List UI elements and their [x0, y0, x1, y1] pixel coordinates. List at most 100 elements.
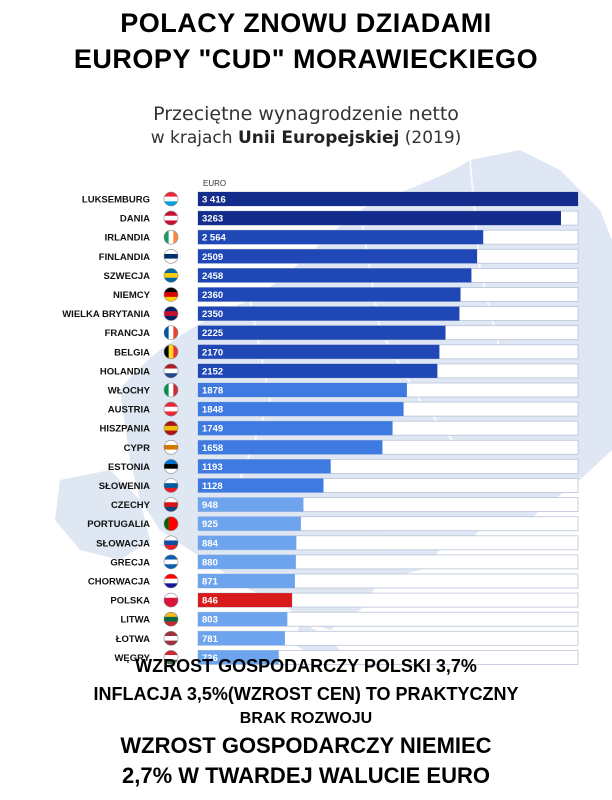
value-label: 2 564	[202, 233, 226, 244]
chart-row: CYPR 1658	[124, 439, 579, 455]
category-label: LITWA	[120, 615, 150, 626]
bar	[198, 650, 279, 665]
chart-row: PORTUGALIA 925	[87, 516, 579, 532]
flag-cyprus-icon	[163, 439, 179, 455]
flag-portugal-icon	[163, 516, 179, 532]
bar	[198, 497, 304, 512]
bar	[198, 249, 478, 264]
value-label: 781	[202, 634, 219, 645]
bar	[198, 612, 288, 627]
bar	[198, 192, 578, 206]
category-label: ŁOTWA	[116, 634, 150, 645]
bar	[198, 631, 285, 646]
chart-row: ŁOTWA 781	[116, 630, 579, 646]
flag-croatia-icon	[163, 573, 179, 589]
bar	[198, 459, 331, 474]
bar	[198, 268, 472, 283]
chart-row: SZWECJA 2458	[104, 267, 579, 283]
chart-row: WIELKA BRYTANIA 2350	[62, 306, 579, 322]
category-label: DANIA	[120, 214, 150, 225]
category-label: LUKSEMBURG	[82, 195, 150, 206]
chart-row: ESTONIA 1193	[108, 458, 579, 474]
category-label: POLSKA	[110, 596, 150, 607]
category-label: SŁOWENIA	[99, 481, 150, 492]
bar	[198, 363, 438, 378]
axis-unit-label: EURO	[203, 179, 226, 188]
bar	[198, 287, 461, 302]
category-label: SŁOWACJA	[96, 538, 150, 549]
bar	[198, 478, 324, 493]
flag-slovenia-icon	[163, 478, 179, 493]
chart-row: SŁOWENIA 1128	[99, 478, 579, 493]
bar	[198, 593, 293, 608]
flag-denmark-icon	[163, 210, 179, 226]
chart-row: IRLANDIA 2 564	[105, 229, 579, 245]
category-label: FINLANDIA	[99, 252, 150, 263]
chart-row: CHORWACJA 871	[88, 573, 579, 589]
value-label: 2170	[202, 347, 223, 358]
value-label: 726	[202, 653, 218, 664]
flag-uk-icon	[163, 306, 179, 321]
bar	[198, 516, 301, 531]
value-label: 3263	[202, 214, 223, 225]
value-label: 803	[202, 615, 218, 626]
bar	[198, 230, 484, 245]
flag-poland-icon	[163, 592, 179, 608]
category-label: AUSTRIA	[108, 405, 150, 416]
chart-row: CZECHY 948	[111, 497, 579, 513]
flag-ireland-icon	[163, 229, 179, 245]
flag-finland-icon	[163, 248, 179, 264]
flag-austria-icon	[163, 401, 179, 417]
value-label: 1658	[202, 443, 223, 454]
category-label: CYPR	[124, 443, 151, 454]
flag-lithuania-icon	[163, 611, 179, 627]
flag-luxembourg-icon	[163, 191, 179, 207]
category-label: NIEMCY	[113, 290, 151, 301]
value-label: 2360	[202, 290, 223, 301]
flag-belgium-icon	[163, 344, 179, 360]
value-label: 846	[202, 596, 218, 607]
value-label: 1193	[202, 462, 223, 473]
bar	[198, 535, 297, 550]
value-label: 2350	[202, 309, 223, 320]
value-label: 925	[202, 519, 219, 530]
flag-greece-icon	[163, 554, 179, 570]
chart-subtitle-line-2: w krajach Unii Europejskiej (2019)	[0, 128, 612, 148]
category-label: CHORWACJA	[88, 577, 150, 588]
value-label: 2225	[202, 328, 224, 339]
flag-sweden-icon	[163, 268, 179, 283]
value-label: 1749	[202, 424, 223, 435]
flag-slovakia-icon	[163, 535, 179, 551]
subtitle-suffix: (2019)	[399, 128, 462, 148]
category-label: HOLANDIA	[100, 366, 150, 377]
flag-italy-icon	[163, 382, 179, 398]
chart-row: FRANCJA 2225	[105, 325, 579, 341]
category-label: PORTUGALIA	[87, 519, 150, 530]
category-label: WIELKA BRYTANIA	[62, 309, 150, 320]
bar	[198, 554, 296, 569]
value-label: 2152	[202, 366, 223, 377]
chart-row: LUKSEMBURG 3 416	[82, 191, 579, 207]
subtitle-prefix: w krajach	[150, 128, 238, 148]
bar	[198, 325, 446, 340]
category-label: HISZPANIA	[100, 424, 151, 435]
category-label: ESTONIA	[108, 462, 150, 473]
value-label: 1848	[202, 405, 223, 416]
headline-line-1: POLACY ZNOWU DZIADAMI	[120, 8, 492, 38]
category-label: BELGIA	[114, 347, 150, 358]
value-label: 2458	[202, 271, 223, 282]
flag-netherlands-icon	[163, 363, 179, 379]
chart-row: AUSTRIA 1848	[108, 401, 579, 417]
flag-czechia-icon	[163, 497, 179, 512]
chart-row: GRECJA 880	[110, 554, 579, 570]
chart-row: DANIA 3263	[120, 210, 579, 226]
category-label: FRANCJA	[105, 328, 151, 339]
footer-line-5: 2,7% W TWARDEJ WALUCIE EURO	[122, 763, 490, 788]
category-label: CZECHY	[111, 500, 151, 511]
footer-line-1: WZROST GOSPODARCZY POLSKI 3,7%	[135, 656, 477, 676]
footer-line-3: BRAK ROZWOJU	[239, 710, 373, 727]
value-label: 3 416	[202, 195, 226, 206]
category-label: WĘGRY	[114, 653, 150, 664]
headline-line-2: EUROPY "CUD" MORAWIECKIEGO	[73, 44, 539, 74]
